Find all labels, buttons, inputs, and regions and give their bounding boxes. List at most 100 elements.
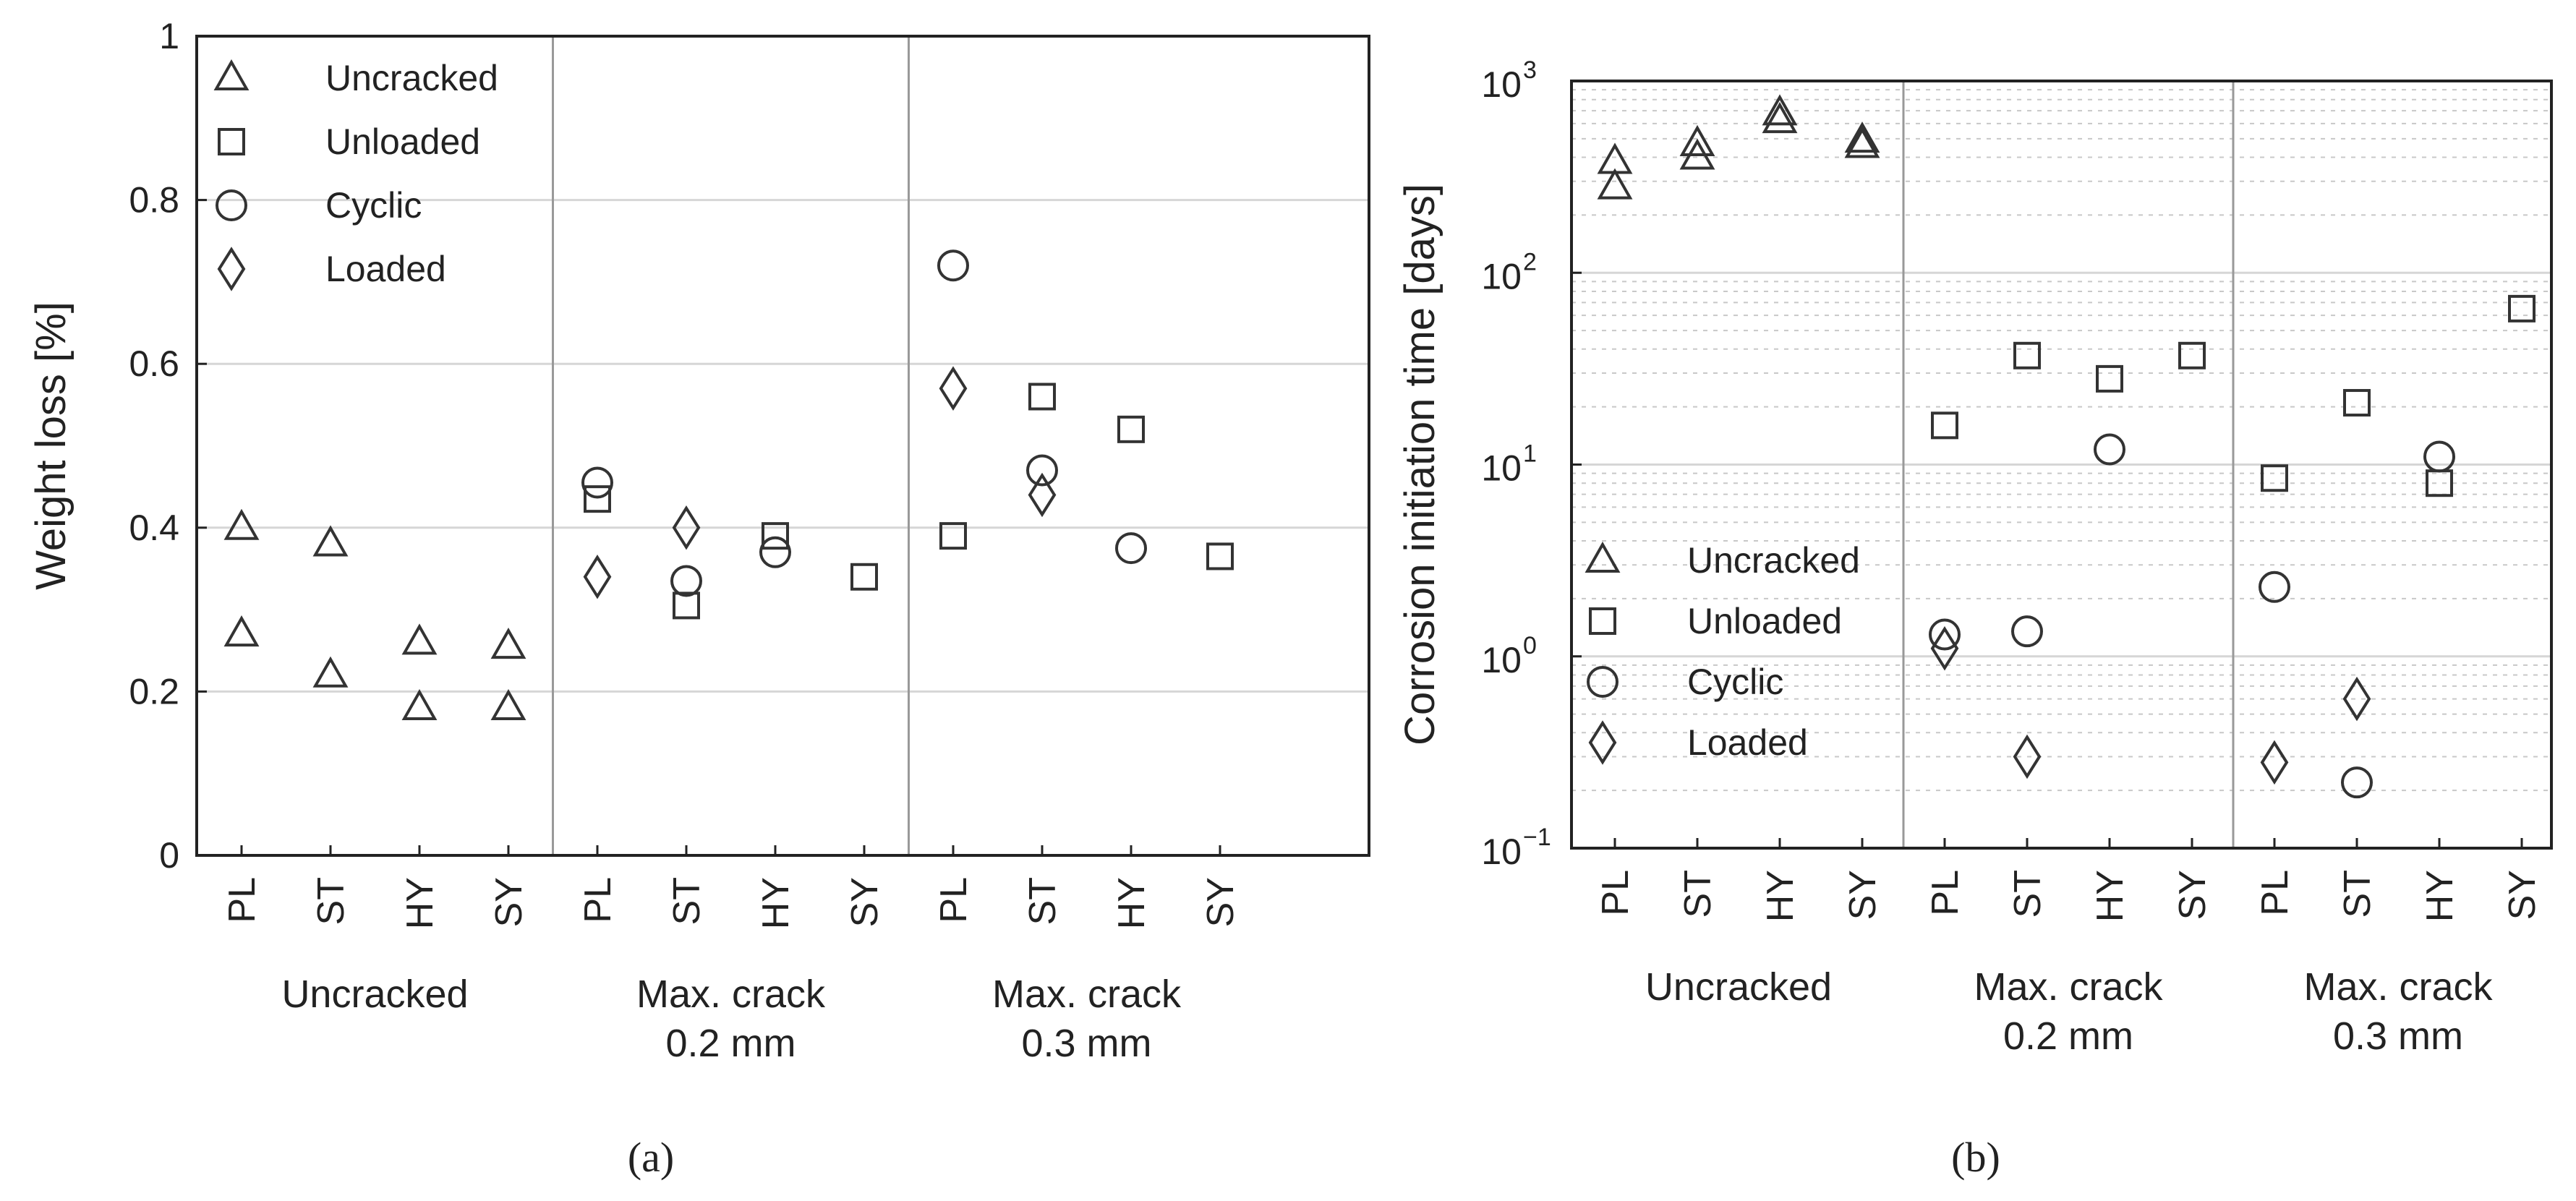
y-tick-label-exponent: −1 [1523,824,1551,851]
data-point-diamond [1028,472,1057,518]
group-label: 0.2 mm [665,1022,796,1065]
category-label: HY [2419,870,2461,922]
legend-marker-diamond [1588,720,1617,765]
y-tick-label: 0 [159,835,179,876]
data-point-circle [1115,532,1147,565]
data-point-square [2426,469,2453,497]
data-point-circle [1929,618,1961,651]
data-point-triangle [312,525,349,557]
data-point-triangle [401,623,438,655]
legend-marker-circle [1587,666,1618,698]
legend-entry: Uncracked [325,58,498,98]
data-point-diamond [939,366,968,411]
y-tick-label-base: 10 [1481,640,1522,680]
data-point-triangle [1597,168,1633,200]
legend-entry: Loaded [325,249,446,289]
group-label: Uncracked [281,973,468,1016]
legend-entry: Cyclic [325,185,422,226]
data-point-triangle [1679,138,1715,170]
data-point-square [2096,364,2123,393]
category-label: SY [2172,870,2214,920]
data-point-circle [2341,766,2373,799]
y-tick-label-base: 10 [1481,256,1522,296]
category-label: ST [2007,870,2049,918]
data-point-square [584,485,611,513]
data-point-circle [2011,615,2043,648]
data-point-square [762,522,789,550]
data-point-triangle [490,689,526,721]
data-point-circle [581,466,613,499]
data-point-circle [2423,440,2455,473]
data-point-square [2013,341,2041,369]
data-point-diamond [583,555,612,599]
category-label: ST [310,877,352,925]
data-point-triangle [223,508,260,540]
data-point-diamond [2260,740,2289,785]
legend-marker-square [218,128,245,155]
y-tick-label: 0.2 [129,671,179,711]
category-label: HY [399,877,441,929]
data-point-diamond [672,505,701,550]
group-label: Uncracked [1645,965,1832,1009]
group-label: Max. crack [2303,965,2493,1009]
legend-entry: Loaded [1687,722,1808,763]
category-label: PL [1595,870,1637,916]
y-tick-label: 0.4 [129,508,179,548]
data-point-circle [2259,570,2290,603]
legend-marker-diamond [217,247,246,291]
data-point-triangle [312,656,349,688]
category-label: HY [2089,870,2131,922]
data-point-triangle [223,615,260,647]
y-axis-label: Weight loss [%] [27,302,74,590]
data-point-circle [1026,454,1058,487]
data-point-square [673,591,700,620]
legend-entry: Unloaded [325,121,480,162]
chart-panel-a: 0 0.2 0.4 0.6 0.8 1 Weight loss [%] PL ST HY SY PL S… [27,16,1370,1181]
y-tick-label: 1 [159,16,179,56]
category-label: HY [755,877,797,929]
category-label: SY [488,877,530,927]
data-point-triangle [1679,124,1715,156]
panel-label: (b) [1951,1134,2000,1181]
category-label: SY [1200,877,1242,927]
legend-marker-circle [216,189,247,221]
group-label: 0.2 mm [2003,1014,2133,1058]
y-tick-label-exponent: 1 [1523,440,1537,468]
data-point-triangle [401,689,438,721]
category-label: ST [1022,877,1064,925]
data-point-square [2261,464,2288,492]
data-point-circle [2094,433,2125,466]
group-label: Max. crack [636,973,826,1016]
plot-frame [195,35,1370,857]
y-tick-label-exponent: 3 [1523,56,1537,84]
y-tick-label: 0.6 [129,343,179,384]
category-label: SY [1842,870,1884,920]
data-point-diamond [2013,734,2042,779]
category-label: SY [2502,870,2543,920]
data-point-triangle [1762,94,1798,126]
data-point-square [1028,382,1056,411]
category-label: PL [221,877,263,923]
panel-label: (a) [628,1134,674,1181]
data-point-circle [759,536,791,568]
category-label: ST [1677,870,1719,918]
group-label: Max. crack [1974,965,2163,1009]
category-label: HY [1111,877,1153,929]
data-point-square [1206,542,1234,570]
data-point-square [1117,415,1145,443]
category-label: ST [2337,870,2379,918]
data-point-triangle [490,628,526,659]
y-axis-label: Corrosion initiation time [days] [1396,184,1443,745]
group-label: 0.3 mm [1021,1022,1151,1065]
data-point-square [1931,411,1958,440]
y-tick-label-base: 10 [1481,64,1522,105]
data-point-triangle [1844,121,1880,153]
data-point-circle [670,565,702,597]
legend-entry: Unloaded [1687,601,1842,641]
category-label: ST [666,877,708,925]
legend-entry: Uncracked [1687,540,1860,581]
category-label: HY [1760,870,1801,922]
data-point-circle [937,249,969,282]
